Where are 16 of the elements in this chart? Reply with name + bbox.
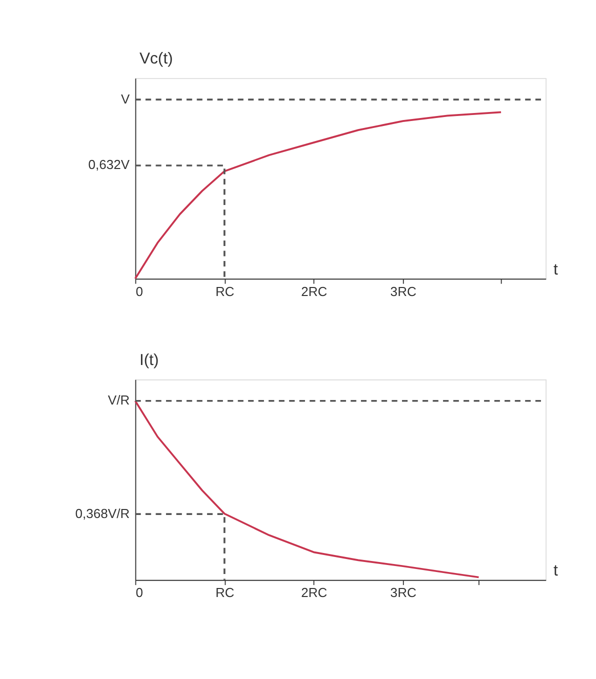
x-axis-title: t: [554, 261, 559, 278]
text: 0,632V: [88, 157, 130, 172]
y-axis-title: Vc(t): [139, 50, 173, 68]
text: V/R: [108, 392, 130, 408]
x-tick-label: RC: [215, 284, 234, 299]
text: 0,368V/R: [75, 506, 130, 521]
x-axis-title: t: [554, 562, 559, 580]
text: V: [120, 91, 130, 106]
x-tick-label: 0: [136, 284, 143, 299]
x-tick-label: 3RC: [390, 585, 416, 600]
y-axis-title: I(t): [139, 352, 159, 369]
x-tick-label: 0: [136, 585, 143, 600]
x-tick-label: 3RC: [390, 284, 416, 299]
x-tick-label: 2RC: [301, 284, 328, 299]
x-tick-label: RC: [215, 585, 234, 600]
x-tick-label: 2RC: [301, 585, 328, 600]
